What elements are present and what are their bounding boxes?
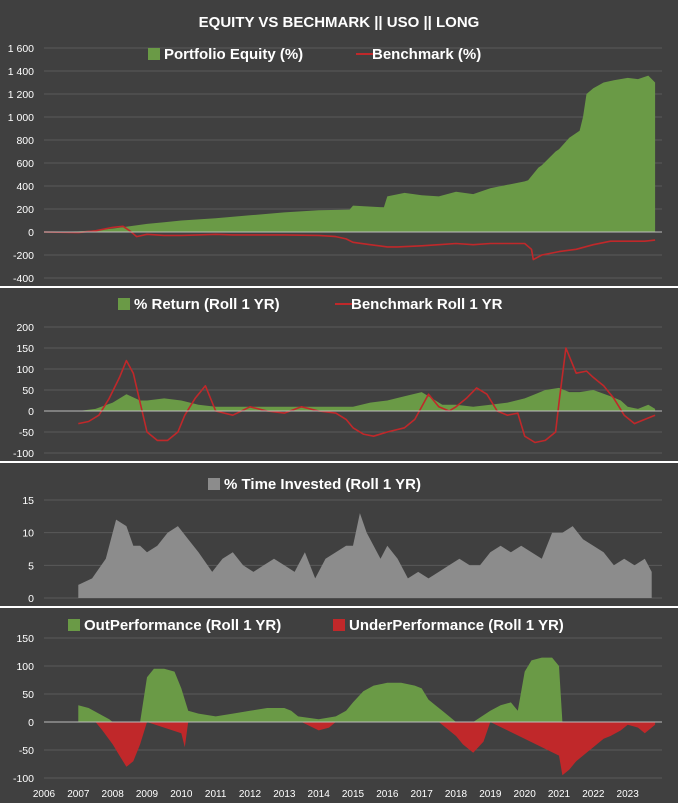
legend-swatch [208,478,220,490]
x-tick-label: 2013 [273,789,296,800]
series-area [78,657,563,722]
y-tick-label: 100 [16,661,34,673]
y-tick-label: 1 000 [8,112,34,124]
y-tick-label: 0 [28,593,34,605]
x-tick-label: 2015 [342,789,365,800]
legend-label: UnderPerformance (Roll 1 YR) [349,617,564,634]
legend-label: % Time Invested (Roll 1 YR) [224,476,421,493]
x-tick-label: 2021 [548,789,571,800]
panel-divider [0,461,678,463]
chart-panel-4: -100 -50 0 50 100 150 OutPerformance (Roll 1 Y… [0,606,678,785]
x-tick-label: 2009 [136,789,159,800]
x-tick-label: 2016 [376,789,399,800]
y-tick-label: 0 [28,406,34,418]
series-area [78,513,652,598]
legend-label: % Return (Roll 1 YR) [134,296,280,313]
x-tick-label: 2020 [514,789,537,800]
y-tick-label: 0 [28,717,34,729]
legend-label: Portfolio Equity (%) [164,46,303,63]
legend-swatch [118,298,130,310]
series-line [78,347,656,444]
series-area [95,722,656,776]
y-tick-label: 800 [16,135,34,147]
panel-divider [0,286,678,288]
y-tick-label: 1 200 [8,89,34,101]
chart-title: EQUITY VS BECHMARK || USO || LONG [199,14,480,31]
series-area [44,75,656,232]
y-tick-label: 50 [22,689,34,701]
series-area [78,387,656,411]
y-tick-label: 1 400 [8,66,34,78]
x-tick-label: 2008 [102,789,125,800]
y-tick-label: 150 [16,343,34,355]
y-tick-label: 0 [28,227,34,239]
legend-swatch [333,619,345,631]
panel-divider [0,606,678,608]
chart-panel-2: -100 -50 0 50 100 150 200 % Return (Roll 1 YR) B… [0,286,678,460]
legend-swatch [148,48,160,60]
series-line [43,225,656,261]
y-tick-label: -100 [13,773,34,785]
x-tick-label: 2011 [205,789,227,800]
chart-panel-3: 0 5 10 15 % Time Invested (Roll 1 YR) [0,461,678,605]
x-tick-label: 2012 [239,789,262,800]
y-tick-label: 15 [22,495,34,507]
y-tick-label: -400 [13,273,34,285]
y-tick-label: 600 [16,158,34,170]
x-tick-label: 2019 [479,789,502,800]
y-tick-label: 400 [16,181,34,193]
y-tick-label: 5 [28,560,34,572]
legend-label: OutPerformance (Roll 1 YR) [84,617,281,634]
x-tick-label: 2014 [308,789,331,800]
y-tick-label: 200 [16,322,34,334]
y-tick-label: 200 [16,204,34,216]
y-tick-label: -50 [19,745,34,757]
x-tick-label: 2006 [33,789,56,800]
x-tick-label: 2007 [67,789,90,800]
x-tick-label: 2010 [170,789,193,800]
x-tick-label: 2018 [445,789,468,800]
legend-label: Benchmark (%) [372,46,481,63]
x-tick-label: 2022 [582,789,605,800]
y-tick-label: 1 600 [8,43,34,55]
legend-label: Benchmark Roll 1 YR [351,296,503,313]
x-tick-label: 2023 [617,789,640,800]
y-tick-label: 50 [22,385,34,397]
y-tick-label: 150 [16,633,34,645]
y-tick-label: 10 [22,528,34,540]
legend-swatch [68,619,80,631]
chart-panel-1: -400 -200 0 200 400 600 800 1 000 1 200 1 400 1 60… [8,43,662,285]
x-tick-label: 2017 [411,789,434,800]
y-tick-label: 100 [16,364,34,376]
y-tick-label: -100 [13,448,34,460]
y-tick-label: -200 [13,250,34,262]
y-tick-label: -50 [19,427,34,439]
